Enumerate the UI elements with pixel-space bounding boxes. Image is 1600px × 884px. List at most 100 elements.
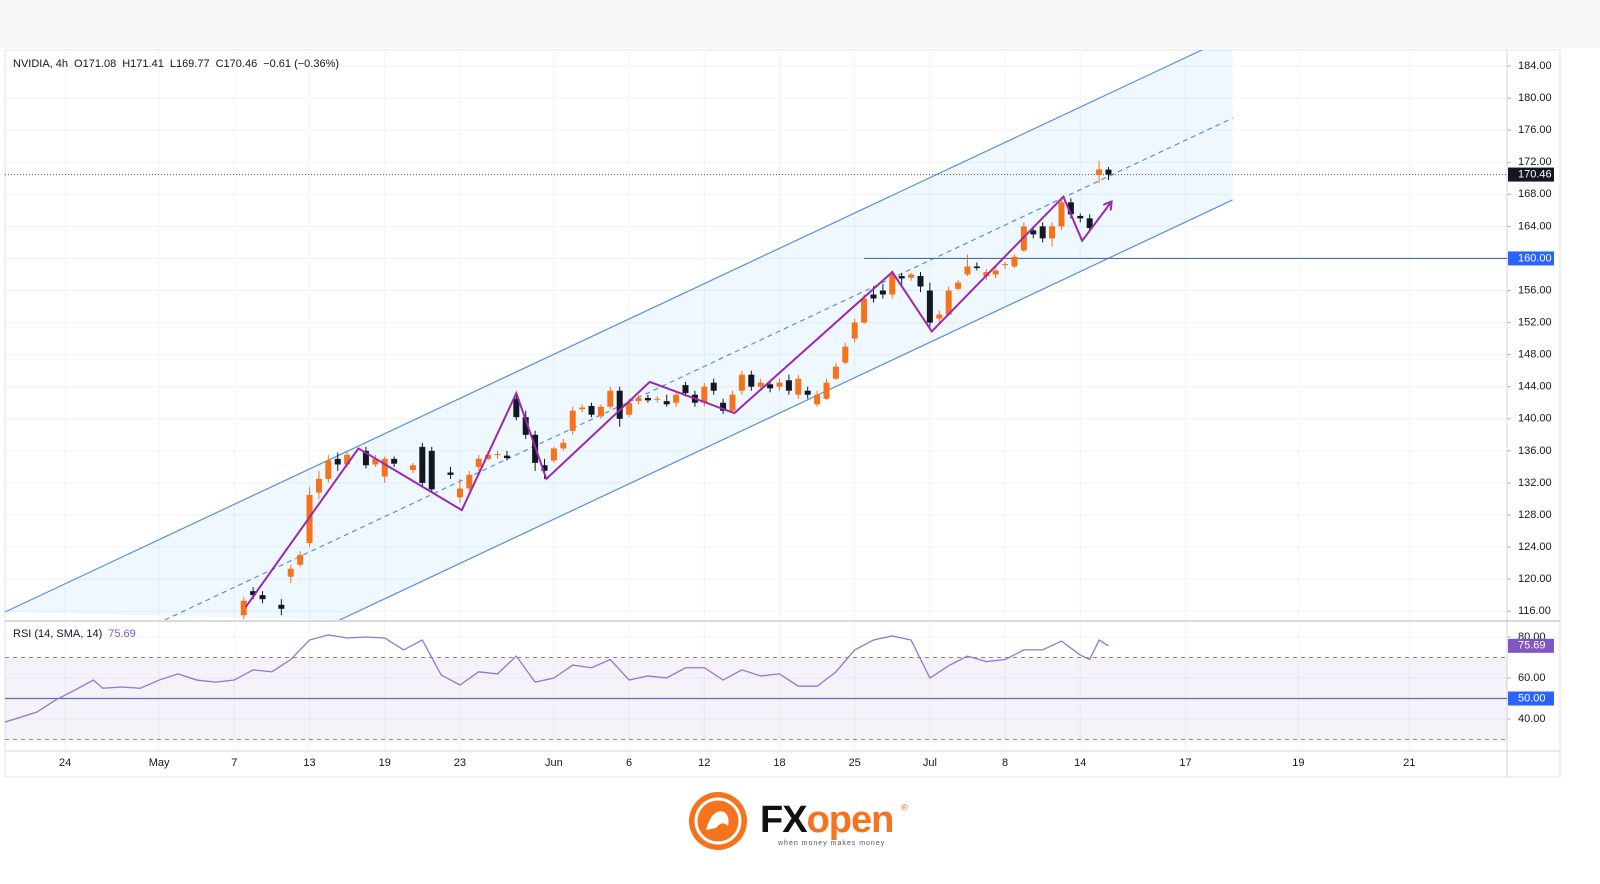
logo-bull [706, 811, 729, 830]
candle-body [861, 298, 868, 323]
candle-body [851, 322, 858, 339]
candle-body [306, 494, 313, 544]
price-pane [5, 50, 1507, 620]
candle-body [447, 472, 454, 475]
candle-body [757, 382, 764, 387]
x-tick-label: 19 [1292, 757, 1304, 769]
rsi-value: 75.69 [108, 628, 136, 640]
ohlc-high: H171.41 [122, 58, 164, 70]
level-box [1508, 251, 1554, 266]
rsi-title: RSI (14, SMA, 14) [13, 628, 102, 640]
x-tick-label: 21 [1403, 757, 1415, 769]
x-tick-label: 14 [1074, 757, 1086, 769]
candle-body [579, 407, 586, 410]
candle-body [607, 390, 614, 407]
candle-body [541, 465, 548, 471]
x-tick-label: 18 [773, 757, 785, 769]
brand-name: FXopen [760, 799, 893, 841]
candle-body [419, 446, 426, 483]
y-tick-label: 148.00 [1518, 349, 1552, 361]
candle-body [832, 366, 839, 379]
candle-body [240, 600, 247, 616]
candle-body [597, 406, 604, 417]
candle-body [823, 382, 830, 399]
y-tick-label: 180.00 [1518, 92, 1552, 104]
y-tick-label: 168.00 [1518, 188, 1552, 200]
ohlc-open: O171.08 [74, 58, 116, 70]
candle-body [738, 374, 745, 391]
candle-body [362, 450, 369, 466]
candle-body [926, 290, 933, 323]
candle-body [644, 397, 651, 401]
candle-body [503, 455, 510, 459]
rsi-line [5, 634, 1109, 723]
ohlc-close: C170.46 [216, 58, 258, 70]
rsi-value-box [1508, 638, 1554, 653]
candle-body [898, 276, 905, 279]
candle-body [814, 394, 821, 405]
candle-body [908, 274, 915, 278]
axes: 116.00 120.00 124.00 128.00 132.00 136.00 140.… [59, 60, 1554, 769]
x-tick-label: 8 [1002, 757, 1008, 769]
candle-body [682, 385, 689, 394]
midline-label: 50.00 [1518, 692, 1546, 704]
candle-body [842, 346, 849, 363]
y-tick-label: 164.00 [1518, 220, 1552, 232]
top-band [0, 0, 1600, 48]
candle-body [729, 394, 736, 411]
candle-body [795, 378, 802, 395]
candle-body [945, 290, 952, 315]
x-tick-label: 17 [1179, 757, 1191, 769]
brand-open: open [807, 799, 894, 841]
brand-fx: FX [760, 799, 808, 841]
candle-body [522, 417, 529, 435]
candle-body [297, 555, 304, 565]
channel-lower [339, 199, 1233, 620]
x-tick-label: 25 [849, 757, 861, 769]
candle-body [1086, 218, 1093, 228]
x-tick-label: 7 [231, 757, 237, 769]
y-tick-label: 176.00 [1518, 124, 1552, 136]
candle-body [560, 442, 567, 449]
candle-body [936, 314, 943, 319]
candle-body [381, 458, 388, 477]
change: −0.61 (−0.36%) [263, 58, 339, 70]
candle-body [485, 454, 492, 459]
candle-body [710, 382, 717, 391]
x-tick-label: 19 [379, 757, 391, 769]
y-tick-label: 40.00 [1518, 713, 1546, 725]
candle-body [767, 384, 774, 389]
candle-body [776, 382, 783, 387]
candle-body [635, 397, 642, 402]
x-tick-label: 13 [303, 757, 315, 769]
candle-body [879, 290, 886, 295]
y-tick-label: 152.00 [1518, 316, 1552, 328]
channel-fill [5, 50, 1233, 620]
candle-body [1030, 230, 1037, 235]
symbol: NVIDIA, 4h [13, 58, 68, 70]
logo-emblem-ring [694, 797, 742, 845]
y-tick-label: 172.00 [1518, 156, 1552, 168]
candle-body [259, 595, 266, 600]
candle-body [1077, 215, 1084, 219]
x-tick-label: May [149, 757, 170, 769]
candle-body [466, 474, 473, 489]
level-label: 160.00 [1518, 252, 1552, 264]
x-tick-label: Jul [923, 757, 937, 769]
candle-body [475, 458, 482, 467]
candle-body [654, 398, 661, 400]
logo: FXopen ® when money makes money [689, 792, 908, 850]
x-tick-label: 12 [698, 757, 710, 769]
candle-body [1096, 169, 1103, 176]
rsi-legend: RSI (14, SMA, 14) 75.69 [13, 628, 136, 640]
brand-mark: ® [901, 802, 908, 812]
y-tick-label: 120.00 [1518, 573, 1552, 585]
candle-body [344, 454, 351, 465]
candle-body [870, 294, 877, 299]
ohlc-low: L169.77 [170, 58, 210, 70]
candle-body [409, 465, 416, 471]
y-tick-label: 132.00 [1518, 477, 1552, 489]
x-tick-label: 24 [59, 757, 71, 769]
